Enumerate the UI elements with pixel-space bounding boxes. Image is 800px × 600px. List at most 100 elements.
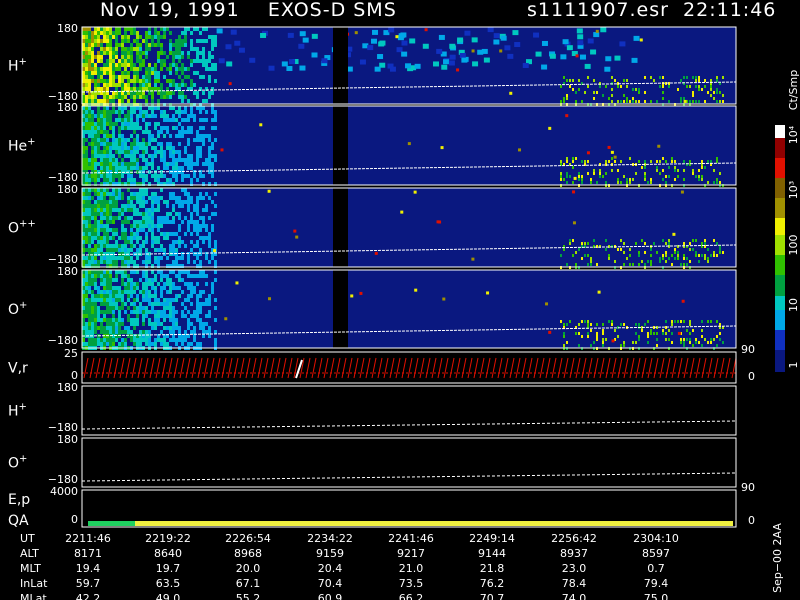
spectrogram-cell <box>713 251 715 254</box>
spectrogram-cell <box>148 35 151 39</box>
spectrogram-cell <box>346 46 353 52</box>
spectrogram-cell <box>88 99 91 103</box>
spectrogram-cell <box>142 59 145 63</box>
spectrogram-cell <box>202 174 205 178</box>
spectrogram-cell <box>106 232 109 236</box>
spectrogram-cell <box>578 344 580 347</box>
spectrogram-cell <box>94 208 97 212</box>
spectrogram-cell <box>602 332 604 335</box>
spectrogram-cell <box>115 166 118 170</box>
spectrogram-cell <box>106 63 109 67</box>
spectrogram-cell <box>190 196 193 200</box>
spectrogram-cell <box>710 94 712 97</box>
spectrogram-cell <box>88 166 91 170</box>
spectrogram-cell <box>178 106 181 110</box>
spectrogram-cell <box>581 175 583 178</box>
spectrogram-cell <box>166 274 169 278</box>
spectrogram-cell <box>680 97 682 100</box>
spectrogram-cell <box>190 220 193 224</box>
spectrogram-cell <box>82 212 85 216</box>
ion: H <box>8 404 19 420</box>
spectrogram-cell <box>145 240 148 244</box>
spectrogram-cell <box>181 51 184 55</box>
spectrogram-cell <box>136 59 139 63</box>
spectrogram-cell <box>103 95 106 99</box>
spectrogram-cell <box>181 118 184 122</box>
spectrogram-cell <box>112 228 115 232</box>
panel-bg <box>82 490 736 527</box>
spectrogram-cell <box>82 290 85 294</box>
cell: 8640 <box>154 547 182 560</box>
spectrogram-cell <box>115 158 118 162</box>
spectrogram-cell <box>638 254 640 257</box>
spectrogram-cell <box>668 338 670 341</box>
spectrogram-cell <box>716 335 718 338</box>
spectrogram-cell <box>665 181 667 184</box>
spectrogram-cell <box>196 39 199 43</box>
spectrogram-cell <box>106 208 109 212</box>
spectrogram-cell <box>635 172 637 175</box>
spectrogram-cell <box>178 35 181 39</box>
spectrogram-cell <box>103 130 106 134</box>
spectrogram-cell <box>91 174 94 178</box>
spectrogram-cell <box>584 242 586 245</box>
spectrogram-cell <box>148 182 151 186</box>
spectrogram-cell <box>112 126 115 130</box>
spectrogram-cell <box>187 282 190 286</box>
cell: 79.4 <box>644 577 669 590</box>
spectrogram-cell <box>145 282 148 286</box>
spectrogram-cell <box>674 166 676 169</box>
spectrogram-cell <box>644 251 646 254</box>
cell: 9217 <box>397 547 425 560</box>
spectrogram-cell <box>112 71 115 75</box>
spectrogram-cell <box>211 35 214 39</box>
spectrogram-cell <box>103 142 106 146</box>
spectrogram-cell <box>103 270 106 274</box>
spectrogram-cell <box>124 31 127 35</box>
spectrogram-cell <box>82 192 85 196</box>
spectrogram-cell <box>172 79 175 83</box>
spectrogram-cell <box>82 55 85 59</box>
spectrogram-cell <box>118 212 121 216</box>
spectrogram-cell <box>569 79 571 82</box>
spectrogram-cell <box>199 106 202 110</box>
spectrogram-cell <box>620 344 622 347</box>
velocity-trace <box>305 357 311 379</box>
spectrogram-cell <box>716 88 718 91</box>
spectrogram-cell <box>605 248 607 251</box>
spectrogram-cell <box>512 30 519 36</box>
spectrogram-cell <box>311 33 318 39</box>
spectrogram-cell <box>91 95 94 99</box>
spectrogram-cell <box>181 91 184 95</box>
spectrogram-cell <box>387 63 394 69</box>
spectrogram-cell <box>193 91 196 95</box>
spectrogram-cell <box>157 31 160 35</box>
spectrogram-cell <box>112 51 115 55</box>
spectrogram-cell <box>106 87 109 91</box>
spectrogram-cell <box>85 110 88 114</box>
spectrogram-cell <box>202 302 205 306</box>
spectrogram-cell <box>118 67 121 71</box>
spectrogram-cell <box>112 103 115 107</box>
spectrogram-cell <box>587 38 594 44</box>
spectrogram-cell <box>82 330 85 334</box>
spectrogram-cell <box>82 224 85 228</box>
spectrogram-cell <box>719 332 721 335</box>
spectrogram-cell <box>716 76 718 79</box>
spectrogram-cell <box>181 310 184 314</box>
spectrogram-cell <box>214 204 217 208</box>
spectrogram-cell <box>82 27 85 31</box>
spectrogram-cell <box>136 294 139 298</box>
spectrogram-cell <box>359 59 366 65</box>
spectrogram-cell <box>130 43 133 47</box>
spectrogram-cell <box>154 256 157 260</box>
spectrogram-cell <box>142 154 145 158</box>
spectrogram-cell <box>181 204 184 208</box>
colorbar-label: 10 <box>787 298 800 312</box>
spectrogram-cell <box>148 342 151 346</box>
spectrogram-cell <box>178 216 181 220</box>
spectrogram-cell <box>205 67 208 71</box>
spectrogram-cell <box>97 228 100 232</box>
spectrogram-cell <box>151 278 154 282</box>
